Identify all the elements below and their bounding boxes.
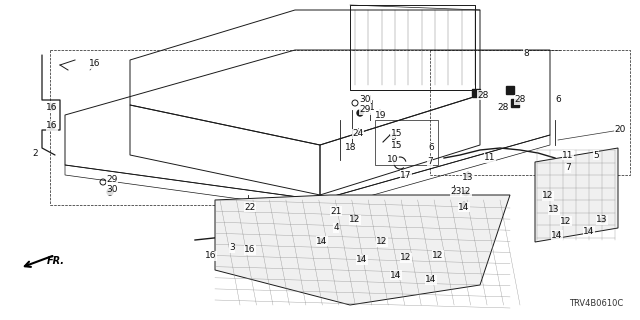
- Text: 2: 2: [32, 148, 38, 157]
- Text: FR.: FR.: [47, 256, 65, 266]
- Bar: [511, 99, 519, 107]
- Text: 10: 10: [387, 156, 399, 164]
- Text: 15: 15: [391, 140, 403, 149]
- Text: 4: 4: [333, 223, 339, 233]
- Bar: [472, 89, 480, 97]
- Circle shape: [429, 276, 433, 282]
- Polygon shape: [535, 148, 618, 242]
- Text: 14: 14: [551, 230, 563, 239]
- Text: 1: 1: [369, 103, 375, 113]
- Circle shape: [353, 215, 358, 220]
- Circle shape: [49, 104, 55, 110]
- Text: 15: 15: [391, 129, 403, 138]
- Text: 12: 12: [349, 215, 361, 225]
- Circle shape: [463, 190, 468, 196]
- Text: 12: 12: [376, 237, 388, 246]
- Circle shape: [403, 254, 408, 260]
- Text: 6: 6: [555, 95, 561, 105]
- Text: 14: 14: [356, 255, 368, 265]
- Circle shape: [107, 189, 113, 195]
- Text: 17: 17: [400, 171, 412, 180]
- Text: 24: 24: [353, 130, 364, 139]
- Text: 29: 29: [106, 174, 118, 183]
- Text: 12: 12: [542, 191, 554, 201]
- Text: 16: 16: [46, 122, 58, 131]
- Text: 18: 18: [345, 143, 356, 153]
- Text: 8: 8: [523, 49, 529, 58]
- Text: 13: 13: [548, 205, 560, 214]
- Circle shape: [380, 238, 385, 244]
- Text: 16: 16: [205, 252, 217, 260]
- Text: 19: 19: [375, 110, 387, 119]
- Text: 14: 14: [426, 276, 436, 284]
- Circle shape: [556, 231, 561, 236]
- Text: 13: 13: [596, 215, 608, 225]
- Text: 5: 5: [593, 150, 599, 159]
- Text: 20: 20: [614, 125, 626, 134]
- Circle shape: [588, 228, 593, 234]
- Circle shape: [461, 203, 467, 207]
- Circle shape: [319, 238, 324, 244]
- Text: 3: 3: [229, 244, 235, 252]
- Circle shape: [360, 257, 365, 261]
- Text: 21: 21: [330, 206, 342, 215]
- Text: 13: 13: [462, 172, 474, 181]
- Text: 16: 16: [46, 102, 58, 111]
- Bar: [506, 86, 514, 94]
- Text: 23: 23: [451, 188, 461, 196]
- Text: 28: 28: [497, 103, 509, 113]
- Text: 22: 22: [244, 203, 255, 212]
- Circle shape: [49, 123, 55, 129]
- Circle shape: [465, 172, 470, 178]
- Text: 29: 29: [359, 106, 371, 115]
- Text: 9: 9: [390, 132, 396, 141]
- Text: 30: 30: [106, 186, 118, 195]
- Text: 11: 11: [484, 154, 496, 163]
- Circle shape: [563, 218, 568, 222]
- Circle shape: [435, 252, 440, 257]
- Text: 12: 12: [432, 251, 444, 260]
- Circle shape: [357, 110, 363, 116]
- Circle shape: [600, 218, 605, 222]
- Text: 30: 30: [359, 95, 371, 105]
- Polygon shape: [215, 195, 510, 305]
- Text: 28: 28: [515, 95, 525, 105]
- Circle shape: [545, 193, 550, 197]
- Text: 12: 12: [460, 188, 472, 196]
- Text: 14: 14: [583, 227, 595, 236]
- Text: 7: 7: [565, 164, 571, 172]
- Text: 7: 7: [427, 157, 433, 166]
- Text: 11: 11: [563, 150, 573, 159]
- Circle shape: [552, 205, 557, 211]
- Text: 12: 12: [400, 253, 412, 262]
- Text: 14: 14: [390, 270, 402, 279]
- Text: 12: 12: [560, 217, 572, 226]
- Text: TRV4B0610C: TRV4B0610C: [569, 299, 623, 308]
- Text: 14: 14: [458, 203, 470, 212]
- Text: 28: 28: [477, 91, 489, 100]
- Circle shape: [394, 271, 399, 276]
- Text: 14: 14: [316, 236, 328, 245]
- Text: 16: 16: [244, 245, 256, 254]
- Text: 16: 16: [89, 60, 100, 68]
- Text: 6: 6: [428, 143, 434, 153]
